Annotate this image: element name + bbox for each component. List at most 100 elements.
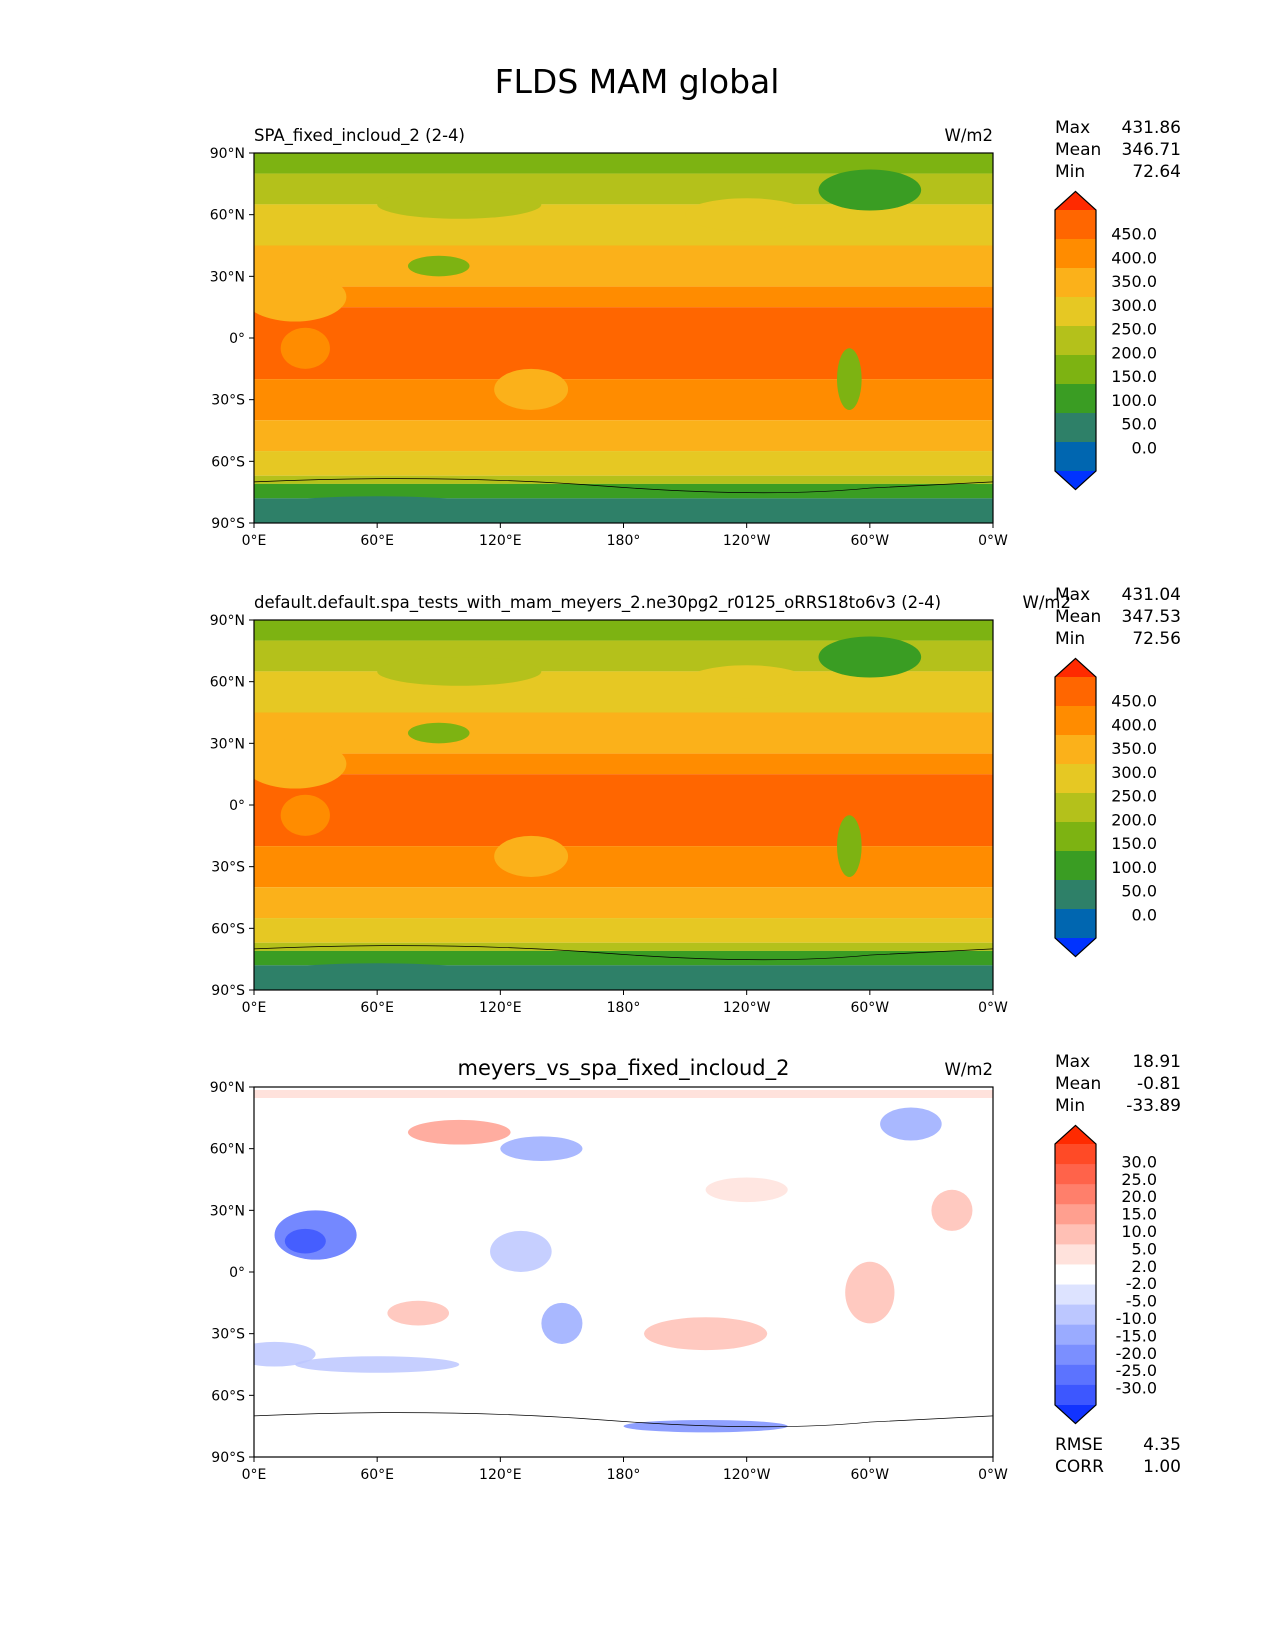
contour-band: [254, 671, 993, 713]
colorbar-segment: [1055, 822, 1096, 852]
lat-tick-label: 60°N: [210, 1142, 245, 1158]
lat-tick-label: 90°S: [211, 983, 245, 999]
lon-tick-label: 120°E: [479, 533, 522, 549]
contour-band: [254, 887, 993, 919]
stat-value: 347.53: [1122, 607, 1181, 627]
map-panel-3: meyers_vs_spa_fixed_incloud_2 W/m2 90°N 60°…: [210, 1052, 1181, 1483]
colorbar-extend-min: [1055, 938, 1096, 957]
colorbar-tick-label: 100.0: [1111, 858, 1157, 877]
lon-tick-label: 60°E: [360, 533, 394, 549]
stat-label: Max: [1055, 585, 1090, 605]
contour-region: [685, 198, 809, 232]
stat-value: 18.91: [1132, 1052, 1181, 1072]
stat-value: -33.89: [1126, 1096, 1181, 1116]
contour-region: [931, 1189, 973, 1231]
contour-region: [818, 636, 922, 678]
colorbar-tick-label: 30.0: [1121, 1152, 1157, 1171]
colorbar-extend-min: [1055, 471, 1096, 490]
colorbar-tick-label: -2.0: [1126, 1274, 1157, 1293]
lat-tick-label: 0°: [229, 331, 245, 347]
panel-title: meyers_vs_spa_fixed_incloud_2: [458, 1056, 790, 1081]
contour-region: [818, 169, 922, 211]
colorbar-tick-label: -10.0: [1116, 1309, 1157, 1328]
stat-value: 346.71: [1122, 140, 1181, 160]
colorbar-segment: [1055, 442, 1096, 472]
colorbar-segment: [1055, 1164, 1096, 1185]
contour-band: [254, 307, 993, 380]
stat-label: Min: [1055, 162, 1085, 182]
lon-tick-label: 0°W: [978, 1000, 1008, 1016]
colorbar-segment: [1055, 1284, 1096, 1306]
contour-region: [494, 368, 569, 410]
lat-tick-label: 90°N: [210, 1080, 245, 1096]
colorbar-tick-label: 2.0: [1132, 1257, 1157, 1276]
contour-region: [623, 1420, 788, 1433]
colorbar-segment: [1055, 1244, 1096, 1265]
colorbar-tick-label: -20.0: [1116, 1344, 1157, 1363]
lat-tick-label: 30°S: [211, 860, 245, 876]
contour-region: [254, 739, 347, 789]
contour-band: [254, 286, 993, 308]
contour-region: [845, 1261, 895, 1324]
lon-tick-label: 60°W: [850, 1467, 889, 1483]
stat-value: -0.81: [1137, 1074, 1181, 1094]
contour-region: [254, 496, 501, 521]
colorbar-tick-label: 15.0: [1121, 1205, 1157, 1224]
map-field: [254, 153, 993, 523]
stat-value: 72.56: [1132, 629, 1181, 649]
contour-band: [254, 753, 993, 775]
colorbar-segment: [1055, 210, 1096, 240]
colorbar-segment: [1055, 297, 1096, 327]
contour-region: [705, 1177, 788, 1203]
colorbar-tick-label: 150.0: [1111, 367, 1157, 386]
colorbar-segment: [1055, 1264, 1096, 1286]
rmse-value: 4.35: [1143, 1435, 1181, 1455]
colorbar-segment: [1055, 880, 1096, 910]
colorbar-tick-label: 350.0: [1111, 272, 1157, 291]
contour-region: [295, 1356, 460, 1373]
colorbar-tick-label: 400.0: [1111, 248, 1157, 267]
colorbar-segment: [1055, 1344, 1096, 1366]
contour-band: [254, 774, 993, 847]
contour-region: [685, 665, 809, 699]
contour-region: [490, 1230, 552, 1272]
colorbar-outline: [1054, 657, 1097, 958]
colorbar-tick-label: 20.0: [1121, 1187, 1157, 1206]
units-label: W/m2: [1023, 593, 1071, 612]
contour-region: [836, 815, 862, 877]
colorbar-extend-max: [1055, 1125, 1096, 1144]
colorbar-tick-label: 200.0: [1111, 810, 1157, 829]
contour-region: [377, 190, 542, 219]
contour-region: [387, 1300, 450, 1326]
stat-value: 431.86: [1122, 118, 1181, 138]
units-label: W/m2: [945, 126, 993, 145]
contour-band: [254, 846, 993, 888]
colorbar-tick-label: 0.0: [1132, 905, 1157, 924]
colorbar-segment: [1055, 764, 1096, 794]
colorbar: 30.025.020.015.010.05.02.0-2.0-5.0-10.0-…: [1054, 1124, 1157, 1425]
colorbar-segment: [1055, 384, 1096, 414]
lat-tick-label: 60°S: [211, 921, 245, 937]
stat-label: Min: [1055, 1096, 1085, 1116]
colorbar-segment: [1055, 851, 1096, 881]
stat-label: Max: [1055, 1052, 1090, 1072]
lon-tick-label: 0°E: [242, 1467, 267, 1483]
contour-region: [407, 255, 470, 277]
colorbar-segment: [1055, 677, 1096, 707]
colorbar-segment: [1055, 1144, 1096, 1165]
lon-tick-label: 0°E: [242, 533, 267, 549]
coastline: [254, 1412, 993, 1428]
colorbar-tick-label: -15.0: [1116, 1326, 1157, 1345]
colorbar-tick-label: 300.0: [1111, 296, 1157, 315]
contour-band: [254, 204, 993, 246]
colorbar-extend-max: [1055, 191, 1096, 210]
contour-band: [254, 1090, 993, 1098]
colorbar-tick-label: 100.0: [1111, 391, 1157, 410]
lon-tick-label: 180°: [607, 1467, 641, 1483]
lon-tick-label: 0°W: [978, 1467, 1008, 1483]
colorbar-tick-label: 50.0: [1121, 415, 1157, 434]
contour-region: [254, 1341, 316, 1367]
coastline: [254, 478, 993, 494]
lat-tick-label: 90°N: [210, 146, 245, 162]
